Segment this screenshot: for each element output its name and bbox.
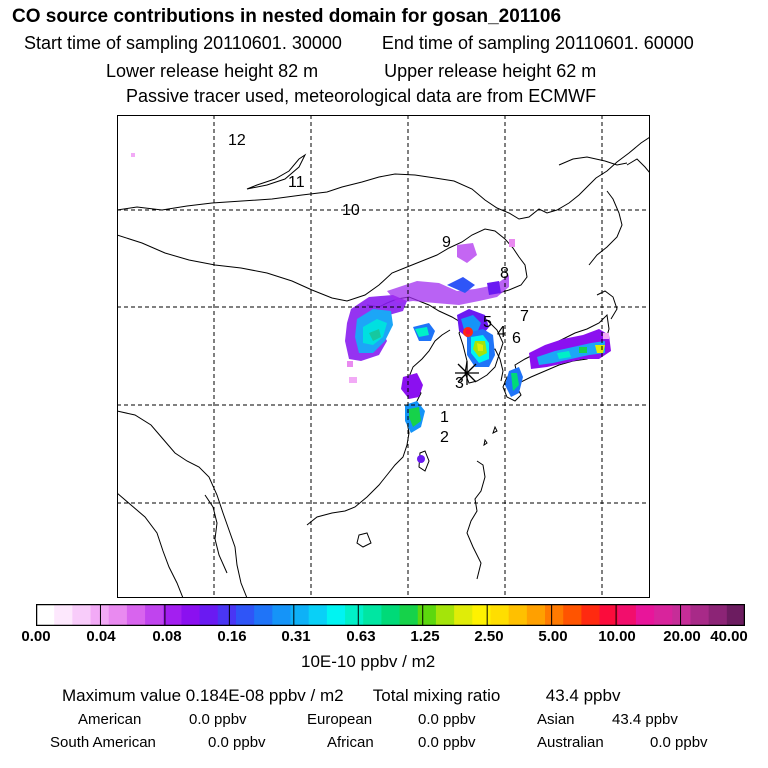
region-label: 4 (497, 324, 506, 341)
sampling-time-line: Start time of sampling 20110601. 30000 E… (24, 33, 694, 54)
colorbar-tick-label: 40.00 (710, 628, 748, 645)
colorbar-tick-label: 0.16 (217, 628, 247, 645)
source-name: South American (50, 734, 156, 751)
colorbar-swatch (490, 604, 510, 626)
region-label: 12 (228, 132, 246, 149)
colorbar-swatch (581, 604, 601, 626)
map-panel: 12 11 10 9 8 7 5 4 6 3 1 2 (117, 115, 650, 598)
colorbar-swatch (290, 604, 310, 626)
colorbar-swatch (199, 604, 219, 626)
start-time-label: Start time of sampling 20110601. 30000 (24, 33, 342, 53)
graticule (117, 115, 650, 598)
colorbar-swatch (545, 604, 564, 626)
colorbar-swatch (54, 604, 73, 626)
region-label: 3 (455, 375, 464, 392)
colorbar-frame (36, 604, 745, 626)
source-name: Australian (537, 734, 604, 751)
max-value-label: Maximum value 0.184E-08 ppbv / m2 (62, 686, 344, 705)
source-name: African (327, 734, 374, 751)
source-value: 0.0 ppbv (650, 734, 708, 751)
colorbar-swatch (363, 604, 382, 626)
colorbar-swatch (217, 604, 237, 626)
total-mixing-label: Total mixing ratio (372, 686, 501, 705)
colorbar-swatch (345, 604, 364, 626)
region-label: 8 (500, 265, 509, 282)
colorbar-tick-label: 20.00 (663, 628, 701, 645)
release-height-line: Lower release height 82 m Upper release … (106, 61, 596, 82)
region-label: 5 (483, 314, 492, 331)
colorbar-swatch (235, 604, 255, 626)
colorbar-tick-label: 0.63 (346, 628, 376, 645)
colorbar-swatch (36, 604, 55, 626)
colorbar-swatch (126, 604, 146, 626)
colorbar-tick-label: 0.00 (21, 628, 51, 645)
colorbar-tick-label: 10.00 (598, 628, 636, 645)
colorbar-tick-label: 0.08 (152, 628, 182, 645)
colorbar-swatch (654, 604, 673, 626)
colorbar-tick-label: 2.50 (474, 628, 504, 645)
colorbar-tick-label: 1.25 (410, 628, 440, 645)
colorbar-tick-label: 5.00 (538, 628, 568, 645)
colorbar-tick-label: 0.31 (281, 628, 311, 645)
colorbar-swatch (181, 604, 201, 626)
colorbar-swatch (526, 604, 546, 626)
source-value: 0.0 ppbv (208, 734, 266, 751)
plot-title: CO source contributions in nested domain… (12, 6, 562, 27)
source-value: 0.0 ppbv (189, 711, 247, 728)
max-total-row: Maximum value 0.184E-08 ppbv / m2 Total … (62, 686, 620, 706)
region-label: 7 (520, 308, 529, 325)
source-name: Asian (537, 711, 575, 728)
colorbar-swatch (726, 604, 745, 626)
region-label: 2 (440, 429, 449, 446)
lower-release-label: Lower release height 82 m (106, 61, 319, 81)
tracer-note: Passive tracer used, meteorological data… (126, 86, 597, 106)
colorbar-swatch (72, 604, 92, 626)
source-name: European (307, 711, 373, 728)
colorbar-swatch (163, 604, 182, 626)
colorbar-swatch (563, 604, 582, 626)
colorbar-swatch (435, 604, 455, 626)
colorbar-swatch (308, 604, 328, 626)
upper-release-label: Upper release height 62 m (384, 61, 597, 81)
colorbar-swatch (145, 604, 164, 626)
colorbar-swatch (635, 604, 655, 626)
colorbar-swatch (472, 604, 491, 626)
colorbar-swatch (508, 604, 528, 626)
co-plumes (131, 153, 611, 463)
colorbar-swatch (381, 604, 401, 626)
colorbar-swatch (399, 604, 419, 626)
region-label: 10 (342, 202, 360, 219)
region-label: 11 (288, 174, 305, 191)
colorbar-swatch (272, 604, 292, 626)
colorbar (36, 604, 745, 626)
source-value: 43.4 ppbv (612, 711, 678, 728)
colorbar-swatch (90, 604, 110, 626)
region-label: 9 (442, 234, 451, 251)
colorbar-swatch (599, 604, 619, 626)
end-time-label: End time of sampling 20110601. 60000 (381, 33, 694, 53)
total-mixing-value: 43.4 ppbv (545, 686, 621, 705)
colorbar-swatch (254, 604, 273, 626)
colorbar-swatch (690, 604, 710, 626)
source-value: 0.0 ppbv (418, 734, 476, 751)
receptor-marker-icon (455, 361, 479, 385)
region-label: 6 (512, 330, 521, 347)
region-label: 1 (440, 409, 449, 426)
source-value: 0.0 ppbv (418, 711, 476, 728)
colorbar-unit: 10E-10 ppbv / m2 (301, 652, 436, 671)
colorbar-swatch (326, 604, 346, 626)
source-name: American (78, 711, 142, 728)
colorbar-tick-label: 0.04 (86, 628, 116, 645)
colorbar-swatch (108, 604, 128, 626)
colorbar-swatch (454, 604, 473, 626)
colorbar-swatch (708, 604, 728, 626)
colorbar-swatch (617, 604, 637, 626)
colorbar-swatch (672, 604, 691, 626)
colorbar-swatch (417, 604, 437, 626)
